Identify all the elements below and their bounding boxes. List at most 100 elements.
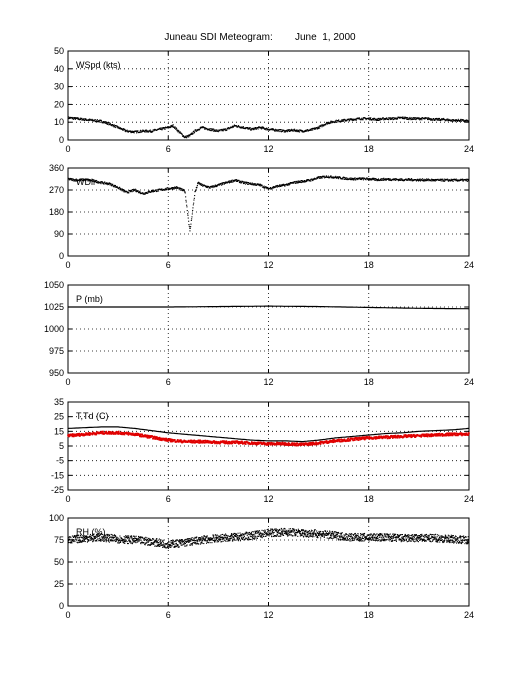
data-point	[125, 537, 126, 538]
data-point	[111, 539, 112, 540]
data-point	[287, 531, 288, 532]
data-point	[277, 534, 278, 535]
data-point	[186, 539, 187, 540]
x-tick-label: 12	[263, 377, 273, 387]
data-point	[192, 207, 193, 208]
data-point	[136, 536, 137, 537]
data-point	[75, 535, 76, 536]
data-point	[209, 537, 210, 538]
data-point	[393, 119, 394, 120]
data-point	[274, 532, 275, 533]
data-point	[99, 121, 100, 122]
data-point	[135, 189, 136, 190]
data-point	[107, 124, 108, 125]
data-point	[236, 181, 237, 182]
data-point	[121, 538, 122, 539]
data-point	[146, 540, 147, 541]
data-point	[106, 122, 107, 123]
data-point	[224, 540, 225, 541]
data-point	[325, 124, 326, 125]
data-point	[262, 537, 263, 538]
data-point	[290, 535, 291, 536]
data-point	[185, 192, 186, 193]
data-point	[73, 541, 74, 542]
data-point	[106, 541, 107, 542]
data-point	[312, 130, 313, 131]
data-point	[285, 130, 286, 131]
data-point	[203, 543, 204, 544]
data-point	[311, 130, 312, 131]
data-point	[447, 179, 448, 180]
data-point	[283, 535, 284, 536]
data-point	[184, 544, 185, 545]
x-tick-label: 6	[166, 260, 171, 270]
data-point	[221, 185, 222, 186]
data-point	[294, 531, 295, 532]
data-point	[201, 540, 202, 541]
data-point	[275, 528, 276, 529]
data-point	[264, 534, 265, 535]
y-tick-label: 15	[54, 426, 64, 436]
data-point	[293, 531, 294, 532]
data-point	[155, 545, 156, 546]
data-point	[104, 541, 105, 542]
data-point	[152, 131, 153, 132]
data-point	[230, 540, 231, 541]
data-point	[201, 541, 202, 542]
data-point	[468, 120, 469, 121]
data-point	[123, 130, 124, 131]
data-point	[110, 185, 111, 186]
data-point	[192, 545, 193, 546]
data-point	[253, 534, 254, 535]
data-point	[88, 539, 89, 540]
data-point	[172, 544, 173, 545]
data-point	[83, 538, 84, 539]
data-point	[383, 180, 384, 181]
data-point	[153, 544, 154, 545]
data-point	[140, 543, 141, 544]
data-point	[247, 535, 248, 536]
data-point	[320, 177, 321, 178]
data-point	[77, 117, 78, 118]
data-point	[383, 178, 384, 179]
data-point	[300, 182, 301, 183]
data-point	[123, 539, 124, 540]
data-point	[124, 536, 125, 537]
data-point	[163, 127, 164, 128]
data-point	[102, 431, 104, 433]
data-point	[159, 546, 160, 547]
data-point	[233, 536, 234, 537]
data-point	[190, 224, 191, 225]
data-point	[91, 537, 92, 538]
data-point	[202, 538, 203, 539]
data-point	[248, 182, 249, 183]
data-point	[191, 543, 192, 544]
data-point	[262, 185, 263, 186]
data-point	[241, 538, 242, 539]
data-point	[138, 536, 139, 537]
data-point	[184, 542, 185, 543]
data-point	[144, 540, 145, 541]
data-point	[282, 533, 283, 534]
data-point	[194, 131, 195, 132]
data-point	[241, 537, 242, 538]
data-point	[406, 119, 407, 120]
data-point	[287, 131, 288, 132]
data-point	[223, 541, 224, 542]
data-point	[89, 540, 90, 541]
data-point	[138, 540, 139, 541]
data-point	[112, 534, 113, 535]
data-point	[156, 542, 157, 543]
data-point	[275, 187, 276, 188]
data-point	[385, 180, 386, 181]
data-point	[70, 537, 71, 538]
data-point	[261, 128, 262, 129]
data-point	[294, 181, 295, 182]
data-point	[112, 125, 113, 126]
data-point	[210, 130, 211, 131]
data-point	[71, 180, 72, 181]
data-point	[110, 431, 112, 433]
data-point	[374, 118, 375, 119]
data-point	[72, 180, 73, 181]
data-point	[268, 529, 269, 530]
